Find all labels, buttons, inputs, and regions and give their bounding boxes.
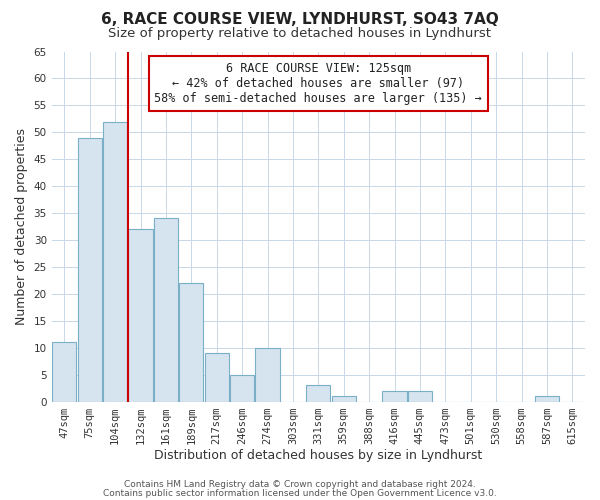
Bar (128, 229, 152, 402)
Bar (256, 348, 280, 402)
Bar (103, 122, 127, 402)
Text: Contains public sector information licensed under the Open Government Licence v3: Contains public sector information licen… (103, 488, 497, 498)
Bar (205, 353, 229, 402)
Text: Contains HM Land Registry data © Crown copyright and database right 2024.: Contains HM Land Registry data © Crown c… (124, 480, 476, 489)
Bar (408, 391, 432, 402)
Bar (52, 342, 76, 402)
Bar (535, 396, 559, 402)
Bar (382, 391, 407, 402)
Bar (77, 138, 102, 402)
Text: Size of property relative to detached houses in Lyndhurst: Size of property relative to detached ho… (109, 28, 491, 40)
Bar (230, 374, 254, 402)
Bar (332, 396, 356, 402)
Text: 6, RACE COURSE VIEW, LYNDHURST, SO43 7AQ: 6, RACE COURSE VIEW, LYNDHURST, SO43 7AQ (101, 12, 499, 28)
Text: 6 RACE COURSE VIEW: 125sqm
← 42% of detached houses are smaller (97)
58% of semi: 6 RACE COURSE VIEW: 125sqm ← 42% of deta… (154, 62, 482, 105)
Bar (154, 218, 178, 402)
X-axis label: Distribution of detached houses by size in Lyndhurst: Distribution of detached houses by size … (154, 450, 482, 462)
Bar (179, 283, 203, 402)
Bar (306, 386, 331, 402)
Y-axis label: Number of detached properties: Number of detached properties (15, 128, 28, 325)
